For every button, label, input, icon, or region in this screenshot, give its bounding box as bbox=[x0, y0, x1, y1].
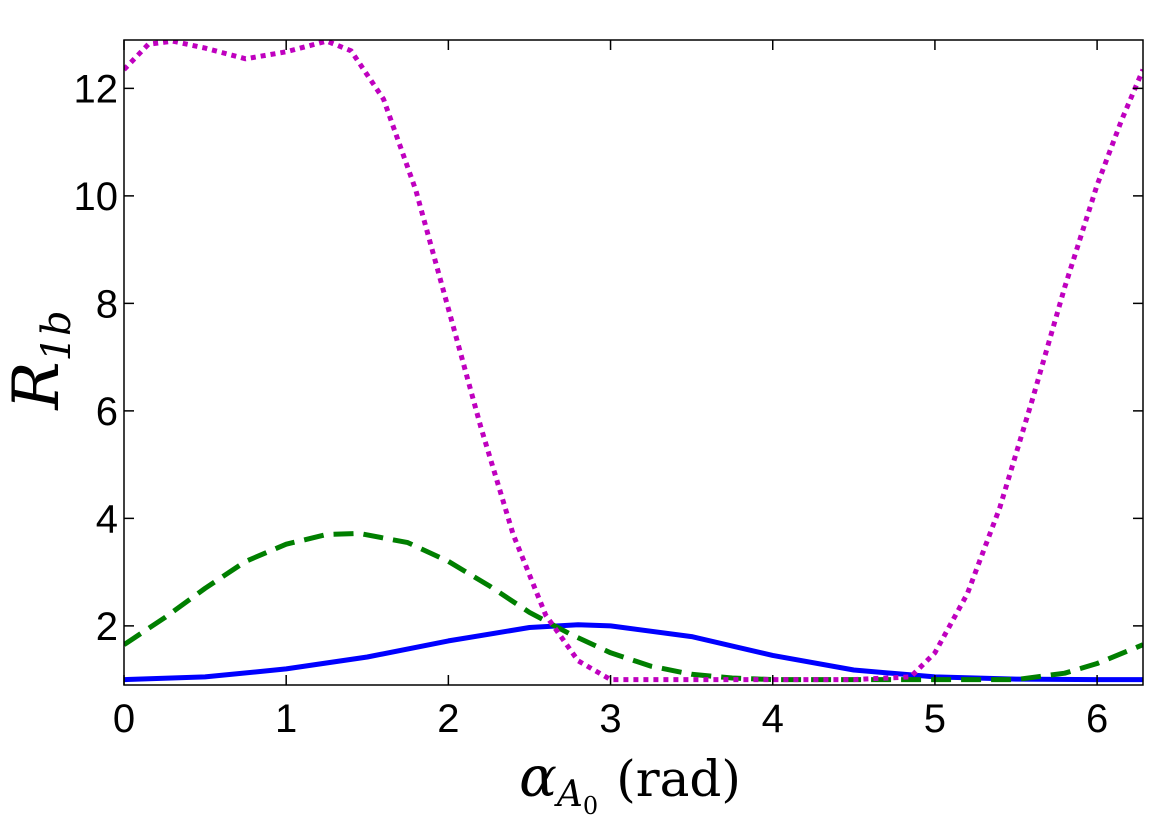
y-axis-label-subscript: 1b bbox=[34, 310, 80, 361]
x-tick-label: 5 bbox=[924, 697, 946, 741]
x-tick-label: 2 bbox=[437, 697, 459, 741]
x-axis-label-symbol: α bbox=[519, 745, 557, 810]
series-line-dotted bbox=[124, 40, 1143, 683]
x-axis-label-subsubscript: 0 bbox=[583, 792, 598, 820]
y-tick-label: 2 bbox=[96, 605, 118, 649]
y-axis-label-symbol: R bbox=[0, 361, 74, 410]
x-axis-label-unit: (rad) bbox=[616, 750, 741, 808]
x-tick-label: 4 bbox=[762, 697, 784, 741]
y-tick-label: 12 bbox=[74, 67, 119, 111]
x-axis-label-subscript: A bbox=[554, 774, 583, 815]
x-tick-label: 3 bbox=[599, 697, 621, 741]
x-axis-label: αA0 (rad) bbox=[519, 745, 741, 820]
y-tick-label: 4 bbox=[96, 497, 118, 541]
x-tick-label: 6 bbox=[1086, 697, 1108, 741]
y-tick-label: 6 bbox=[96, 390, 118, 434]
y-axis-label: R1b bbox=[0, 310, 80, 410]
axes-frame bbox=[123, 39, 1144, 686]
y-tick-label: 10 bbox=[74, 175, 119, 219]
series-line-solid bbox=[124, 622, 1143, 683]
series-line-dashed bbox=[124, 530, 1143, 683]
y-tick-label: 8 bbox=[96, 282, 118, 326]
x-tick-label: 0 bbox=[113, 697, 135, 741]
x-tick-label: 1 bbox=[275, 697, 297, 741]
series-lines bbox=[124, 40, 1143, 683]
